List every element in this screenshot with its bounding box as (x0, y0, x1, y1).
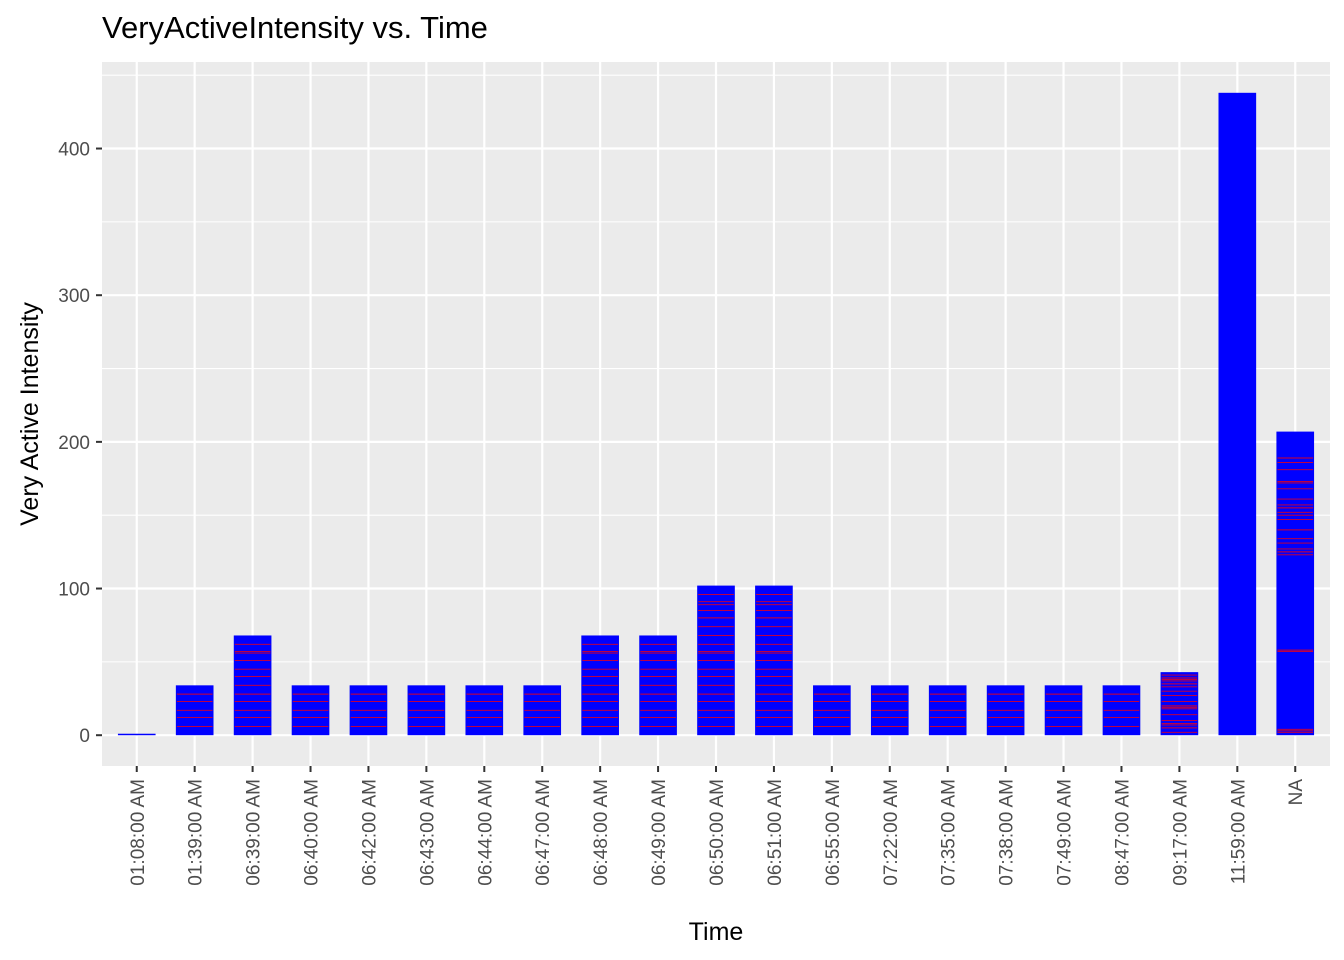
x-tick-label: 06:48:00 AM (591, 779, 612, 886)
x-tick-label: 06:39:00 AM (244, 779, 265, 886)
x-tick-label: 06:55:00 AM (823, 779, 844, 886)
y-tick-label: 300 (58, 286, 90, 307)
x-tick-label: 06:43:00 AM (417, 779, 438, 886)
y-axis-title: Very Active Intensity (16, 302, 44, 526)
x-tick-label: 01:08:00 AM (128, 779, 149, 886)
chart-title: VeryActiveIntensity vs. Time (102, 10, 488, 45)
x-tick-label: 06:50:00 AM (707, 779, 728, 886)
y-tick-label: 0 (79, 726, 90, 747)
x-axis: 01:08:00 AM 01:39:00 AM 06:39:00 AM 06:40:0… (128, 766, 1307, 886)
x-tick-label: NA (1286, 779, 1307, 806)
x-tick-label: 06:51:00 AM (765, 779, 786, 886)
bar (1218, 92, 1257, 736)
x-tick-label: 06:49:00 AM (649, 779, 670, 886)
x-tick-label: 07:49:00 AM (1055, 779, 1076, 886)
x-tick-label: 09:17:00 AM (1170, 779, 1191, 886)
x-tick-label: 11:59:00 AM (1228, 779, 1249, 884)
x-tick-label: 06:47:00 AM (533, 779, 554, 886)
bar (1276, 431, 1315, 736)
y-axis: 0 100 200 300 400 (58, 140, 102, 747)
bars (117, 92, 1315, 736)
x-tick-label: 08:47:00 AM (1112, 779, 1133, 886)
x-tick-label: 07:22:00 AM (881, 779, 902, 886)
y-tick-label: 200 (58, 433, 90, 454)
x-axis-title: Time (689, 918, 744, 946)
x-tick-label: 06:44:00 AM (475, 779, 496, 886)
x-tick-label: 06:42:00 AM (359, 779, 380, 886)
x-tick-label: 07:35:00 AM (939, 779, 960, 886)
x-tick-label: 06:40:00 AM (302, 779, 323, 886)
x-tick-label: 07:38:00 AM (997, 779, 1018, 886)
x-tick-label: 01:39:00 AM (186, 779, 207, 886)
bar (1160, 672, 1199, 736)
y-tick-label: 100 (58, 580, 90, 601)
y-tick-label: 400 (58, 140, 90, 161)
bar (117, 733, 156, 736)
